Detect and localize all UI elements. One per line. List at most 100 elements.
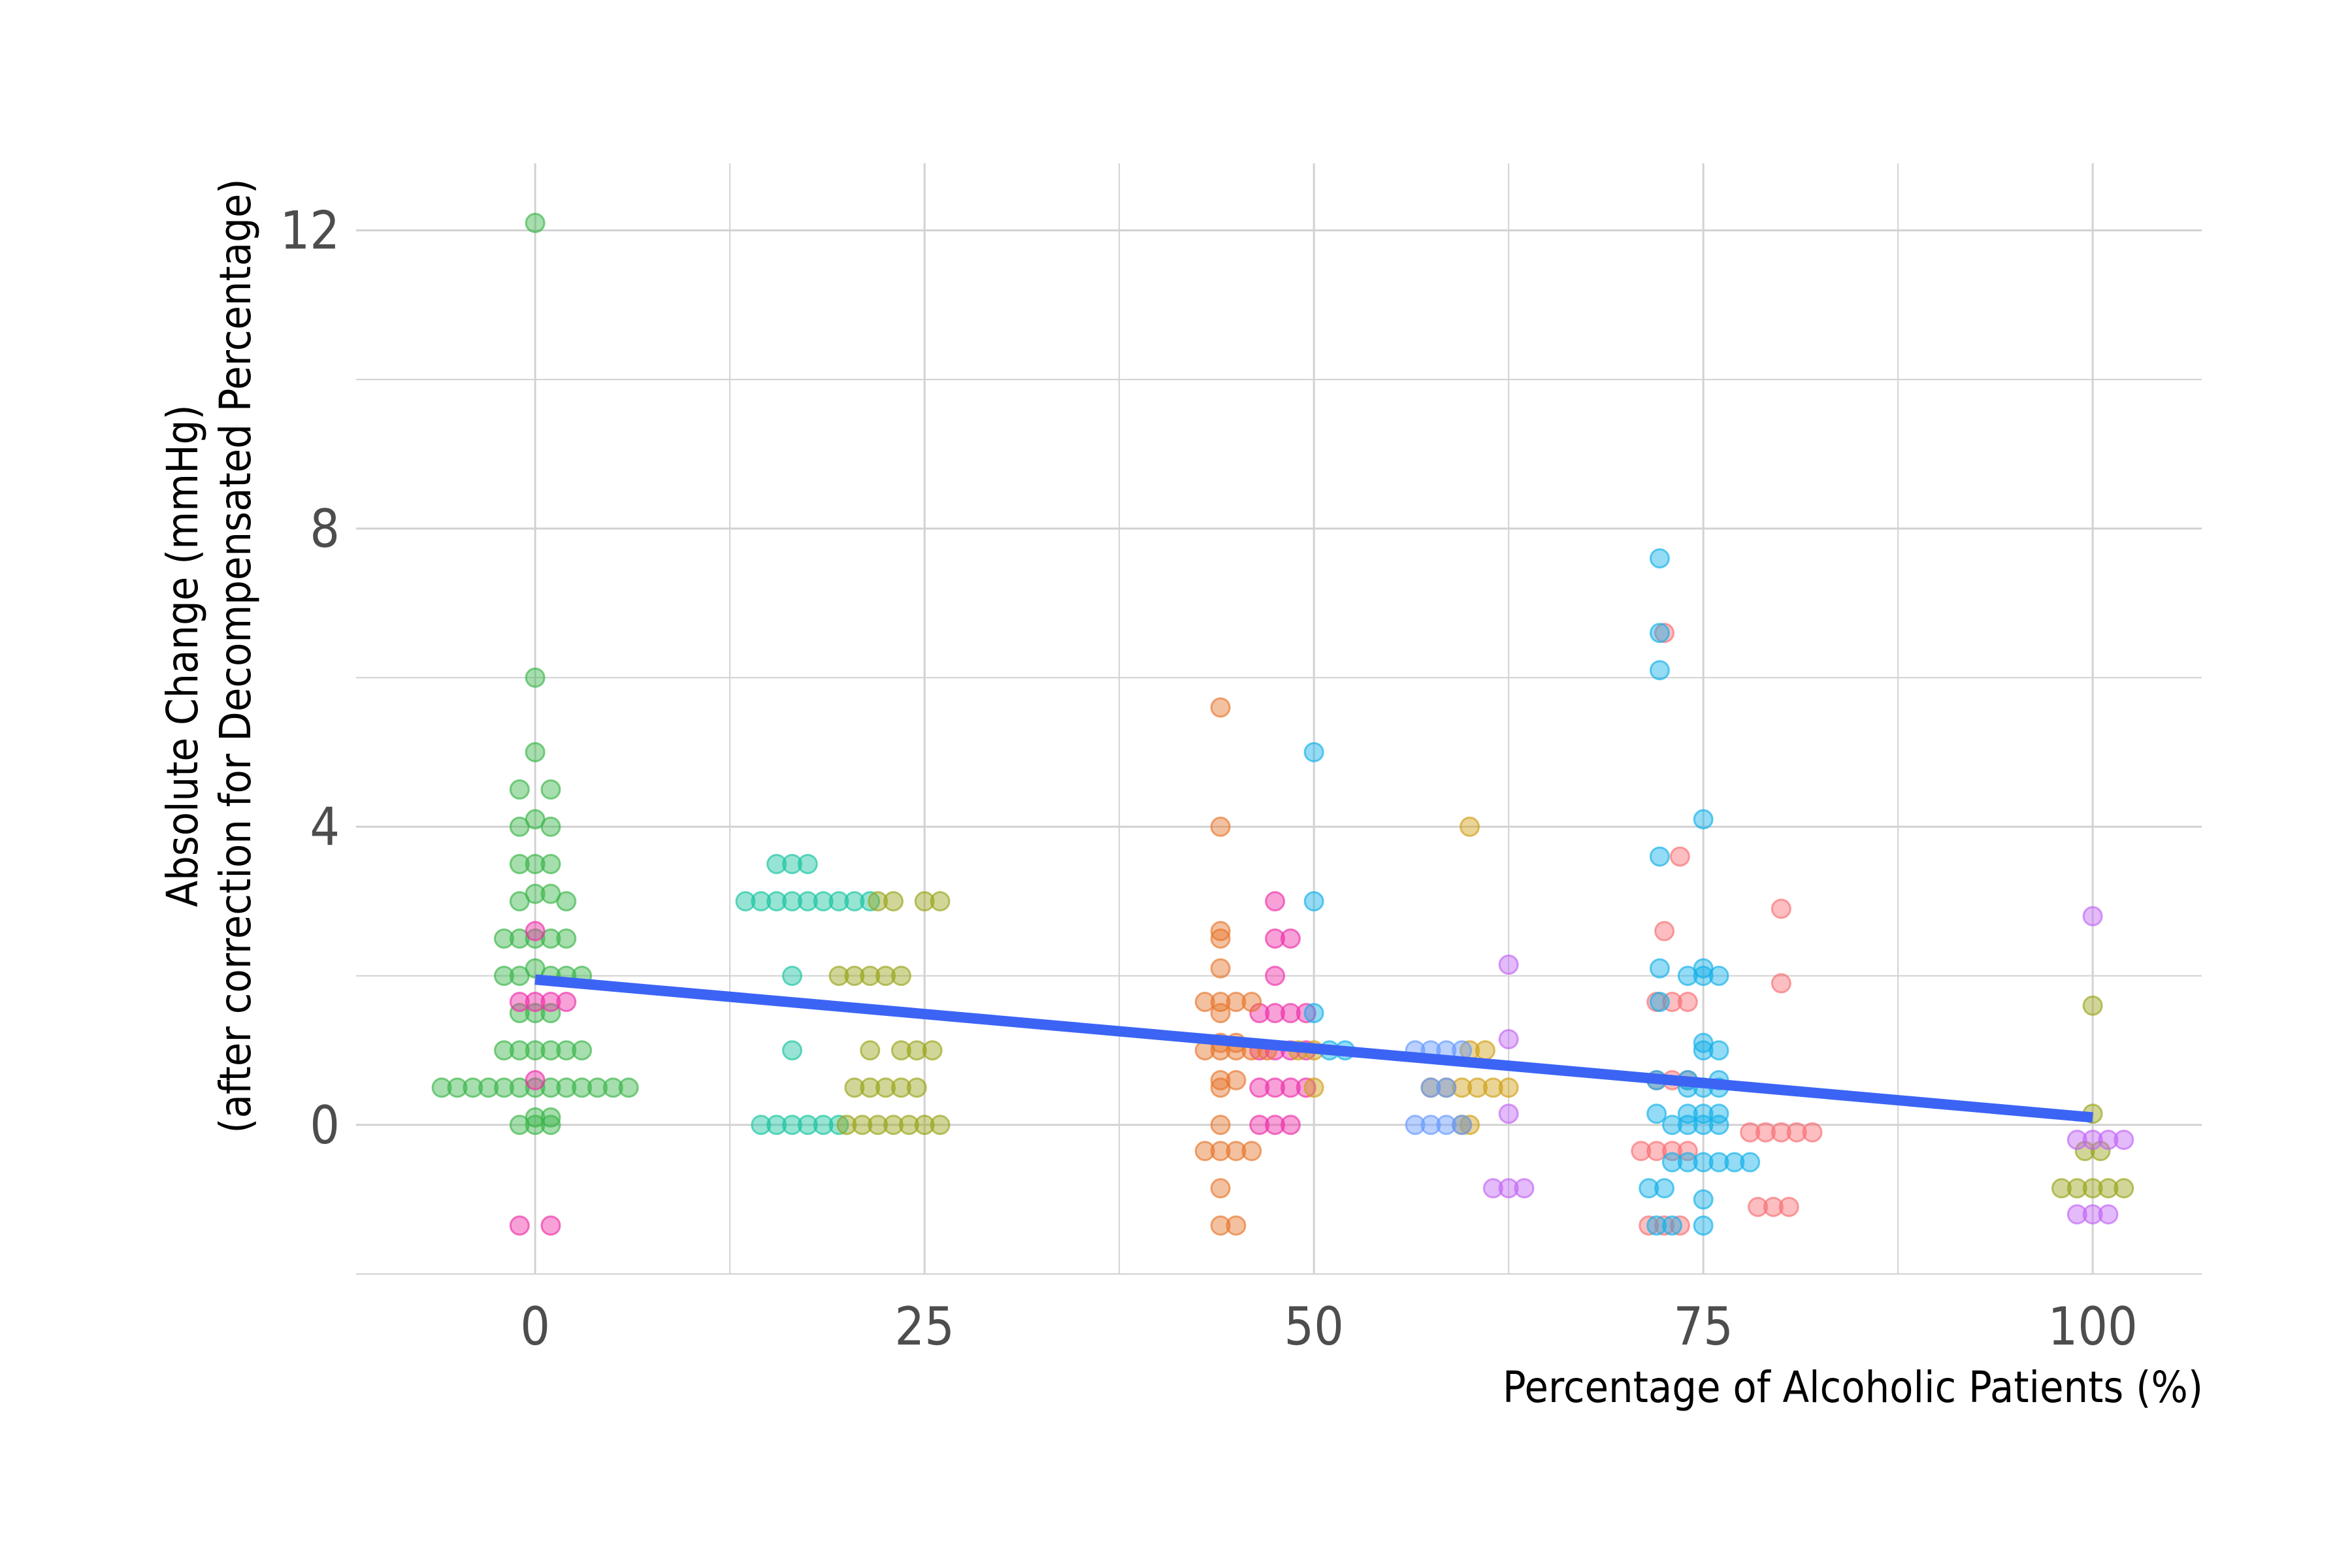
data-point xyxy=(898,1115,919,1135)
data-point xyxy=(1654,921,1675,941)
data-point xyxy=(1226,992,1247,1013)
data-point xyxy=(1661,1141,1682,1162)
data-point xyxy=(1677,966,1698,987)
data-point xyxy=(556,1077,577,1098)
data-point xyxy=(828,1115,849,1135)
data-point xyxy=(525,921,546,941)
y-tick-label: 12 xyxy=(280,201,340,261)
data-point xyxy=(1210,816,1231,837)
data-point xyxy=(1649,660,1670,681)
data-point xyxy=(1475,1040,1495,1061)
data-point xyxy=(1693,1215,1714,1236)
data-point xyxy=(1210,1215,1231,1236)
data-point xyxy=(1708,1103,1729,1124)
data-point xyxy=(1280,1077,1301,1098)
trend-line-group xyxy=(534,974,2093,1123)
data-point xyxy=(1210,1178,1231,1199)
tick-labels: 0 25 50 75 100 0 4 8 12 xyxy=(280,201,2137,1357)
data-point xyxy=(1420,1115,1441,1135)
data-point xyxy=(2098,1204,2119,1225)
data-point xyxy=(2082,1178,2103,1199)
data-point xyxy=(525,883,546,904)
data-point xyxy=(1802,1122,1823,1143)
data-point xyxy=(525,1077,546,1098)
data-point xyxy=(1677,1152,1698,1173)
data-point xyxy=(828,891,849,912)
data-point xyxy=(751,891,772,912)
data-point xyxy=(860,891,881,912)
data-point xyxy=(1771,1122,1791,1143)
data-point xyxy=(1241,1141,1262,1162)
data-point xyxy=(860,966,881,987)
data-point xyxy=(1296,1003,1316,1024)
data-point xyxy=(493,1040,514,1061)
data-point xyxy=(1639,1215,1659,1236)
data-point xyxy=(1639,1178,1659,1199)
data-point xyxy=(1677,1141,1698,1162)
data-point xyxy=(1498,1077,1519,1098)
x-tick-label: 25 xyxy=(894,1296,955,1357)
data-point xyxy=(509,992,530,1013)
data-point xyxy=(782,891,803,912)
data-point xyxy=(1241,992,1262,1013)
data-point xyxy=(1436,1077,1457,1098)
data-point xyxy=(587,1077,608,1098)
data-point xyxy=(797,891,818,912)
data-point xyxy=(525,212,546,233)
data-point xyxy=(1452,1077,1473,1098)
data-point xyxy=(478,1077,499,1098)
data-point xyxy=(782,1115,803,1135)
data-point xyxy=(540,1115,561,1135)
data-point xyxy=(930,891,951,912)
data-point xyxy=(1249,1077,1270,1098)
data-point xyxy=(1280,928,1301,949)
data-point xyxy=(447,1077,468,1098)
data-point xyxy=(1194,992,1215,1013)
data-point xyxy=(1194,1141,1215,1162)
y-tick-label: 8 xyxy=(310,498,340,559)
data-point xyxy=(556,992,577,1013)
data-point xyxy=(572,1040,593,1061)
data-point xyxy=(509,779,530,800)
data-point xyxy=(1708,1115,1729,1135)
data-point xyxy=(1210,992,1231,1013)
data-point xyxy=(1778,1196,1799,1217)
data-point xyxy=(1748,1196,1769,1217)
data-point xyxy=(540,816,561,837)
data-point xyxy=(1210,1141,1231,1162)
data-point xyxy=(890,1040,911,1061)
data-point xyxy=(1460,1115,1480,1135)
x-tick-label: 100 xyxy=(2048,1296,2137,1357)
data-point xyxy=(1740,1152,1761,1173)
data-point xyxy=(1755,1122,1776,1143)
data-point xyxy=(1514,1178,1535,1199)
data-point xyxy=(1265,966,1286,987)
data-point xyxy=(1763,1196,1784,1217)
data-point xyxy=(2114,1178,2134,1199)
data-point xyxy=(1649,958,1670,979)
data-point xyxy=(493,928,514,949)
data-point xyxy=(766,853,787,874)
data-point xyxy=(1661,1152,1682,1173)
data-point xyxy=(572,1077,593,1098)
data-point xyxy=(1649,846,1670,867)
data-point xyxy=(1210,1003,1231,1024)
data-point xyxy=(1654,1215,1675,1236)
data-point xyxy=(1249,1003,1270,1024)
data-point xyxy=(1649,548,1670,569)
data-point xyxy=(1280,1003,1301,1024)
x-axis-title: Percentage of Alcoholic Patients (%) xyxy=(1503,1362,2203,1413)
data-point xyxy=(1708,966,1729,987)
data-point xyxy=(1693,1152,1714,1173)
data-point xyxy=(1740,1122,1761,1143)
data-point xyxy=(930,1115,951,1135)
data-point xyxy=(1498,955,1519,975)
data-point xyxy=(540,779,561,800)
y-axis-title-line2: (after correction for Decompensated Perc… xyxy=(210,178,261,1133)
data-point xyxy=(868,891,889,912)
data-point xyxy=(2090,1141,2111,1162)
data-point xyxy=(860,1040,881,1061)
data-point xyxy=(1265,891,1286,912)
data-point xyxy=(525,1070,546,1090)
data-point xyxy=(828,966,849,987)
